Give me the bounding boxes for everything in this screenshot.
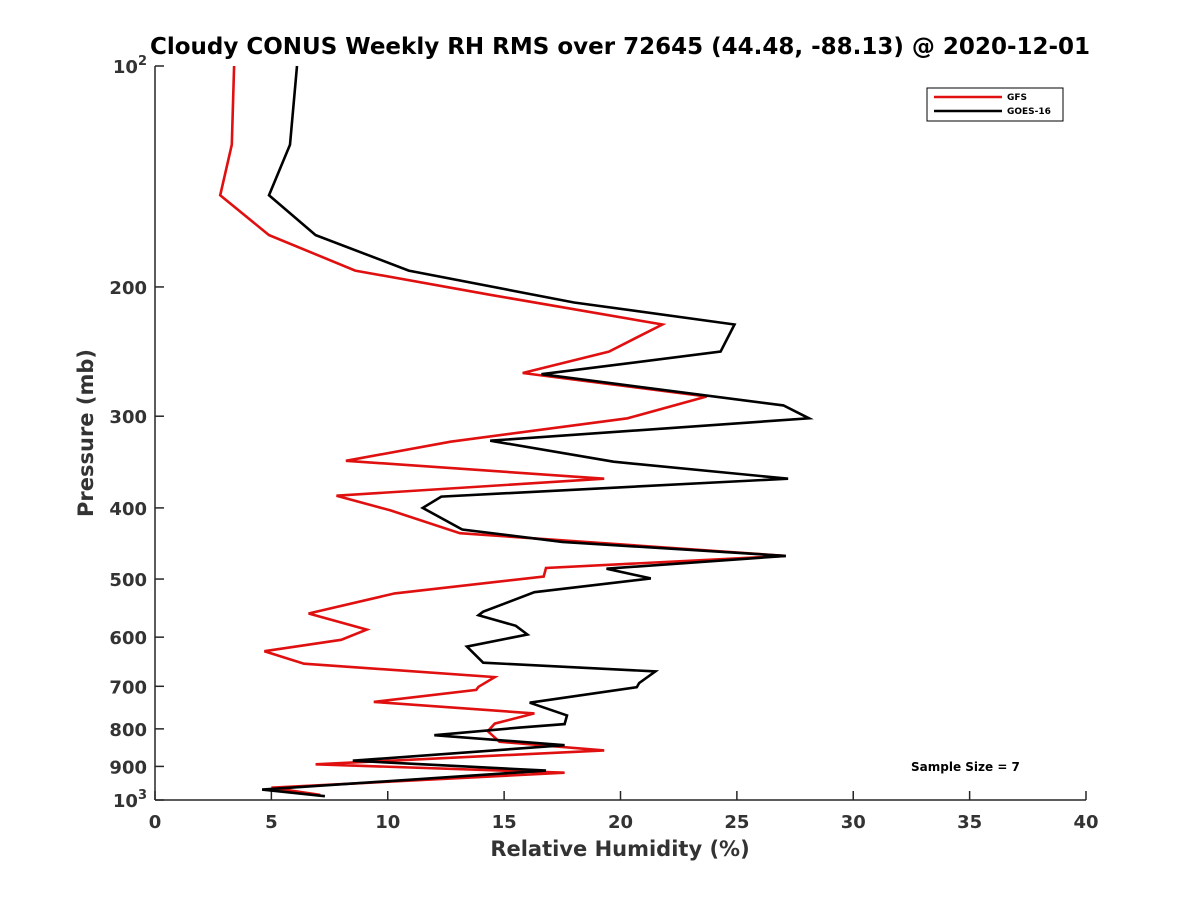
legend-label-goes16: GOES-16 [1007,107,1051,117]
y-tick-label: 300 [109,407,147,428]
y-ticks: 102 200 300 400 500 600 700 800 900 103 [109,54,164,812]
chart-title: Cloudy CONUS Weekly RH RMS over 72645 (4… [150,34,1090,60]
y-tick-label: 400 [109,499,147,520]
series-line-goes-16 [261,65,814,798]
x-tick-label: 25 [724,812,749,833]
x-tick-label: 35 [957,812,982,833]
x-tick-label: 10 [375,812,400,833]
x-tick-label: 0 [149,812,162,833]
legend-label-gfs: GFS [1007,93,1027,103]
x-tick-label: 20 [608,812,633,833]
x-tick-label: 40 [1073,812,1098,833]
y-tick-label: 700 [109,677,147,698]
series-line-gfs [218,65,786,797]
x-ticks: 0 5 10 15 20 25 30 35 40 [149,791,1099,833]
sample-size-annotation: Sample Size = 7 [911,760,1020,774]
legend: GFS GOES-16 [926,87,1064,122]
y-tick-label: 103 [113,788,147,812]
y-tick-label: 800 [109,720,147,741]
x-axis-label: Relative Humidity (%) [490,837,749,861]
y-axis-label: Pressure (mb) [74,349,98,517]
y-tick-label: 200 [109,278,147,299]
legend-box [926,87,1064,122]
y-tick-label: 500 [109,570,147,591]
x-tick-label: 30 [841,812,866,833]
series-lines [218,65,814,798]
x-tick-label: 15 [492,812,517,833]
y-tick-label: 600 [109,628,147,649]
y-tick-label: 900 [109,757,147,778]
y-tick-label: 102 [113,54,147,78]
x-tick-label: 5 [265,812,278,833]
